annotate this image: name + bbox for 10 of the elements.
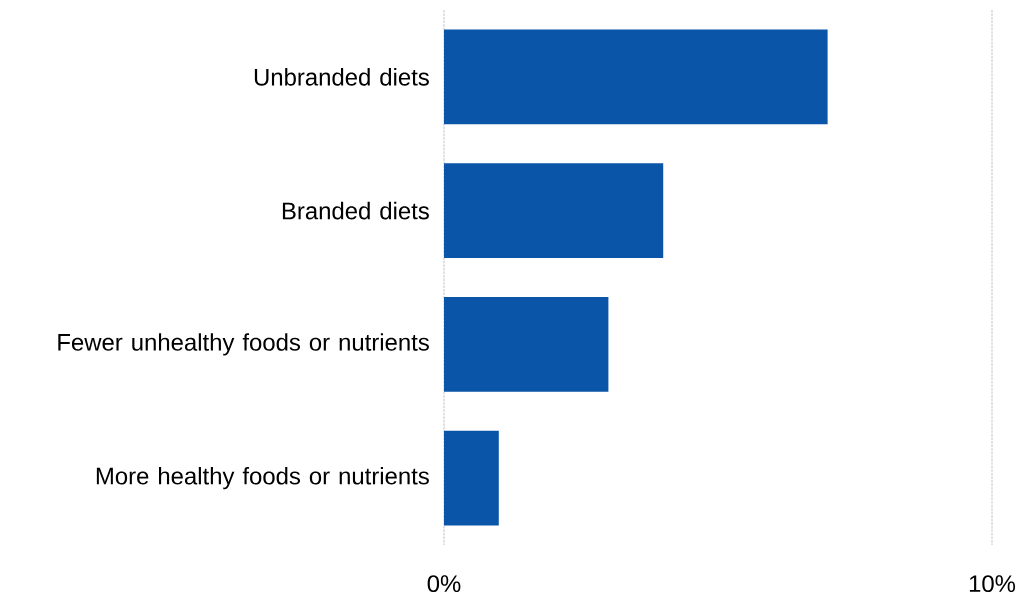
y-tick-label: Fewer unhealthy foods or nutrients: [58, 333, 429, 356]
y-tick-label: More healthy foods or nutrients: [96, 466, 429, 490]
bar: [444, 430, 499, 526]
x-tick-label: 10%: [969, 575, 1016, 593]
x-tick-label: 0%: [427, 575, 461, 593]
bar: [444, 29, 828, 125]
y-tick-label: Branded diets: [282, 201, 429, 220]
bar: [444, 296, 609, 392]
bar: [444, 163, 664, 259]
y-tick-label: Unbranded diets: [254, 68, 429, 86]
